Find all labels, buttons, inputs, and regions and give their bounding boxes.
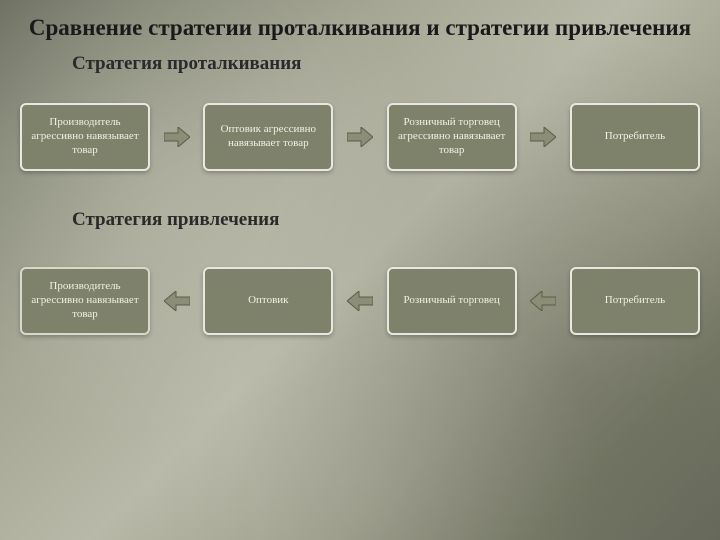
push-subtitle: Стратегия проталкивания — [0, 53, 720, 75]
push-box-consumer: Потребитель — [570, 103, 700, 171]
arrow-right-icon — [347, 125, 373, 149]
pull-row: Производитель агрессивно навязывает това… — [0, 267, 720, 335]
arrow-right-icon — [530, 125, 556, 149]
push-box-retailer: Розничный торговец агрессивно навязывает… — [387, 103, 517, 171]
pull-subtitle: Стратегия привлечения — [0, 209, 720, 231]
pull-box-producer: Производитель агрессивно навязывает това… — [20, 267, 150, 335]
main-title: Сравнение стратегии проталкивания и стра… — [0, 0, 720, 43]
pull-box-consumer: Потребитель — [570, 267, 700, 335]
pull-box-retailer: Розничный торговец — [387, 267, 517, 335]
push-box-wholesaler: Оптовик агрессивно навязывает товар — [203, 103, 333, 171]
push-box-producer: Производитель агрессивно навязывает това… — [20, 103, 150, 171]
arrow-left-icon — [347, 289, 373, 313]
arrow-right-icon — [164, 125, 190, 149]
arrow-left-icon — [530, 289, 556, 313]
pull-box-wholesaler: Оптовик — [203, 267, 333, 335]
push-row: Производитель агрессивно навязывает това… — [0, 103, 720, 171]
arrow-left-icon — [164, 289, 190, 313]
